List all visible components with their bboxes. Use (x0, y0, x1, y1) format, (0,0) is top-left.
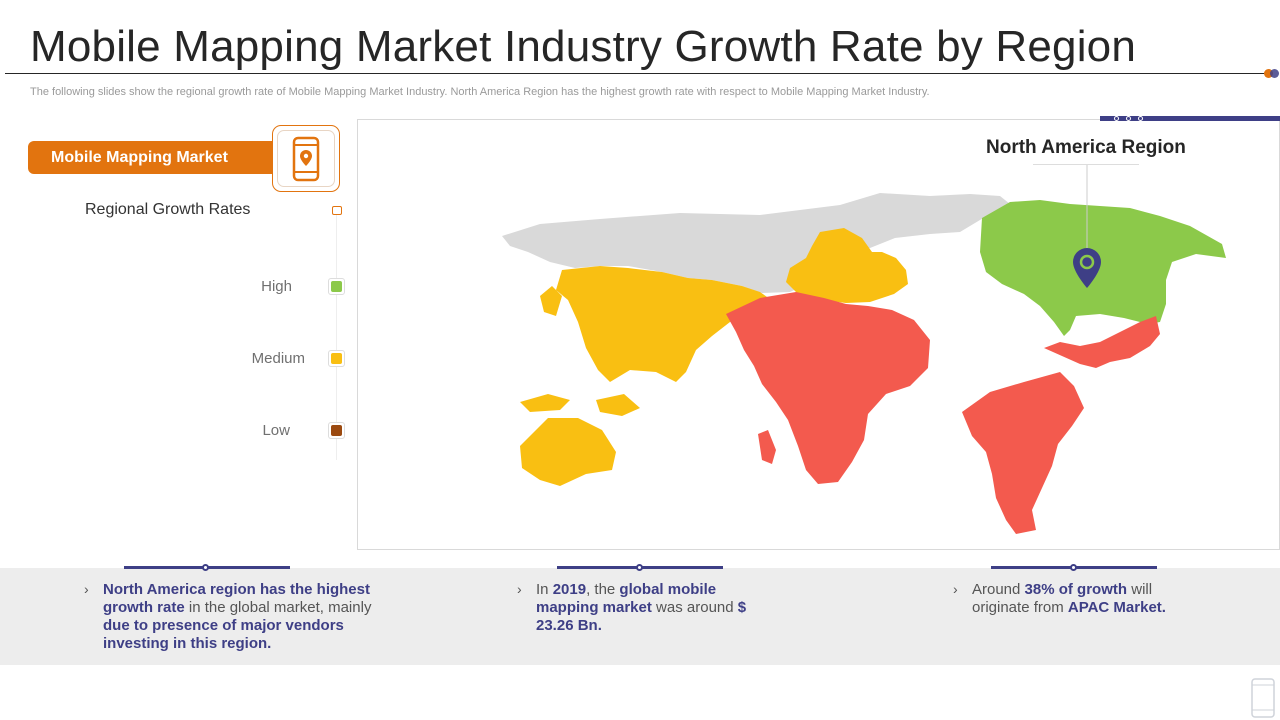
point-2-accent-dot (636, 564, 643, 571)
key-point-2-text-5: was around (651, 599, 738, 616)
legend-swatch-high (328, 278, 345, 295)
legend-top-marker (332, 206, 342, 215)
page-title: Mobile Mapping Market Industry Growth Ra… (30, 22, 1137, 71)
point-3-accent-dot (1070, 564, 1077, 571)
map-callout-label: North America Region (986, 137, 1186, 158)
region-latin-america (962, 316, 1160, 534)
key-point-1: North America region has the highest gro… (103, 581, 375, 653)
point-2-chevron-icon: › (517, 581, 522, 597)
key-point-3: Around 38% of growth will originate from… (972, 581, 1182, 617)
region-russia (502, 193, 1010, 293)
map-top-accent-bar (1100, 116, 1280, 121)
title-rule-dots (1264, 69, 1280, 78)
legend-label-low: Low (262, 422, 290, 439)
region-asia-pacific (520, 266, 774, 486)
phone-icon (1251, 678, 1275, 718)
map-top-accent-dots (1114, 115, 1148, 122)
key-points-band (0, 568, 1280, 665)
key-point-2-text-3: , the (586, 581, 620, 598)
region-north-america (980, 200, 1226, 336)
key-point-2-text-2: 2019 (552, 581, 587, 598)
legend-label-high: High (261, 278, 292, 295)
key-point-3-text-3: will originate from (972, 581, 1153, 616)
key-point-2: In 2019, the global mobile mapping marke… (536, 581, 750, 635)
key-point-1-text-3: due to presence of major vendors investi… (103, 617, 344, 652)
key-point-1-text-2: in the global market, mainly (184, 599, 372, 616)
page-subtitle: The following slides show the regional g… (30, 86, 930, 98)
key-point-2-text-4: global mobile mapping market (536, 581, 717, 616)
key-point-3-text-4: APAC Market. (1067, 599, 1166, 616)
region-middle-east-africa (726, 292, 930, 484)
legend-label-medium: Medium (251, 350, 305, 367)
point-1-chevron-icon: › (84, 581, 89, 597)
legend-swatch-medium (328, 350, 345, 367)
key-point-3-text-1: Around (972, 581, 1025, 598)
title-rule (5, 73, 1267, 74)
legend-pill: Mobile Mapping Market (28, 141, 278, 174)
callout-underline (1033, 164, 1139, 165)
world-map (502, 165, 1226, 534)
legend-heading: Regional Growth Rates (85, 201, 251, 218)
point-1-accent-dot (202, 564, 209, 571)
point-3-chevron-icon: › (953, 581, 958, 597)
mobile-location-icon-box (272, 125, 340, 192)
legend-line (336, 215, 337, 460)
key-point-2-text-6: $ 23.26 Bn. (536, 599, 747, 634)
mobile-location-icon (292, 136, 320, 182)
region-europe (786, 228, 908, 303)
legend-swatch-low (328, 422, 345, 439)
key-point-2-text-1: In (536, 581, 553, 598)
key-point-1-text-1: North America region has the highest gro… (103, 581, 370, 616)
key-point-3-text-2: 38% of growth (1024, 581, 1128, 598)
